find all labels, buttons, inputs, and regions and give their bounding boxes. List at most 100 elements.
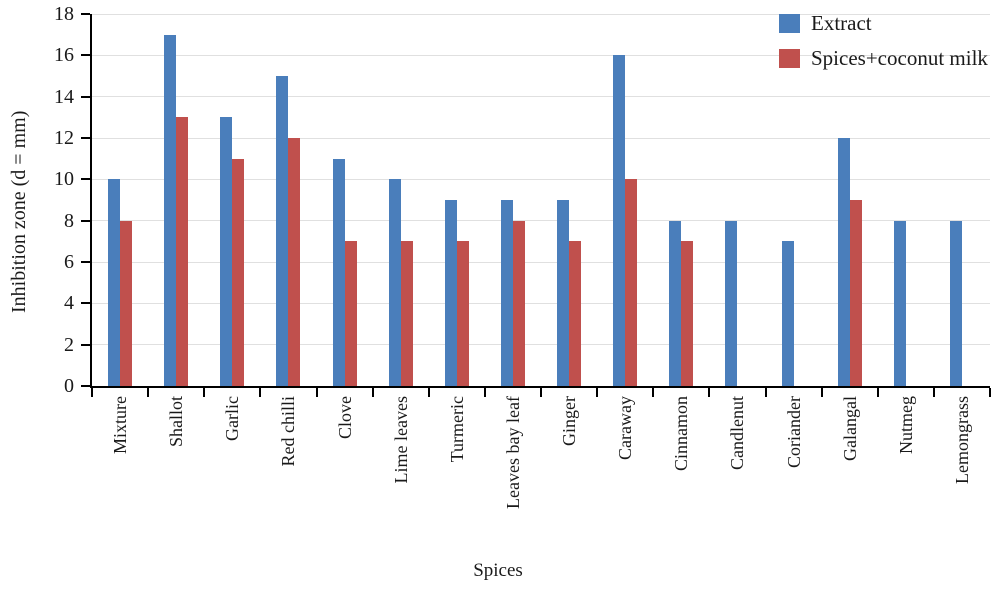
y-tick-14 bbox=[81, 95, 90, 98]
bar-coconut-cinnamon bbox=[681, 241, 694, 386]
bar-coconut-ginger bbox=[569, 241, 582, 386]
y-axis-title: Inhibition zone (d = mm) bbox=[8, 110, 30, 313]
bar-coconut-leaves-bay-leaf bbox=[512, 220, 525, 386]
bar-extract-turmeric bbox=[444, 200, 457, 386]
legend-item-coconut: Spices+coconut milk bbox=[779, 47, 988, 69]
category-label-cinnamon: Cinnamon bbox=[671, 396, 692, 471]
category-label-galangal: Galangal bbox=[839, 396, 860, 461]
bar-extract-nutmeg bbox=[893, 220, 906, 386]
bar-coconut-clove bbox=[344, 241, 357, 386]
y-tick-6 bbox=[81, 261, 90, 263]
y-tick-8 bbox=[81, 219, 90, 222]
y-tick-label-10: 10 bbox=[54, 168, 74, 191]
category-label-garlic: Garlic bbox=[222, 396, 243, 441]
bar-coconut-galangal bbox=[849, 200, 862, 386]
x-tick-0 bbox=[91, 388, 93, 397]
x-tick-7 bbox=[483, 388, 486, 397]
bar-coconut-lime-leaves bbox=[400, 241, 413, 386]
x-tick-11 bbox=[708, 388, 711, 397]
y-tick-label-8: 8 bbox=[64, 209, 74, 232]
bar-extract-caraway bbox=[613, 55, 626, 386]
category-label-turmeric: Turmeric bbox=[446, 396, 467, 463]
legend-swatch-extract bbox=[779, 13, 800, 33]
x-tick-5 bbox=[371, 388, 374, 397]
legend-swatch-coconut bbox=[779, 48, 800, 68]
y-tick-label-4: 4 bbox=[64, 292, 74, 315]
x-axis-title: Spices bbox=[473, 560, 523, 581]
category-label-ginger: Ginger bbox=[559, 396, 580, 446]
x-tick-4 bbox=[315, 388, 318, 397]
bar-extract-clove bbox=[332, 158, 345, 386]
y-tick-label-18: 18 bbox=[54, 3, 74, 25]
x-tick-6 bbox=[427, 388, 430, 397]
y-tick-16 bbox=[81, 54, 90, 57]
bar-extract-garlic bbox=[220, 117, 233, 386]
legend: Extract Spices+coconut milk bbox=[779, 12, 988, 82]
category-label-mixture: Mixture bbox=[110, 396, 131, 454]
gridline-18 bbox=[92, 13, 990, 15]
y-tick-label-0: 0 bbox=[64, 375, 74, 397]
gridline-4 bbox=[92, 302, 990, 304]
legend-label-coconut: Spices+coconut milk bbox=[811, 46, 988, 70]
bar-coconut-caraway bbox=[625, 179, 638, 386]
gridline-2 bbox=[92, 344, 990, 346]
category-label-caraway: Caraway bbox=[615, 396, 636, 460]
x-tick-14 bbox=[876, 388, 879, 397]
category-label-lemongrass: Lemongrass bbox=[951, 396, 972, 484]
x-tick-3 bbox=[259, 388, 262, 397]
y-tick-12 bbox=[81, 137, 90, 139]
x-tick-2 bbox=[203, 388, 206, 397]
gridline-10 bbox=[92, 178, 990, 180]
x-tick-9 bbox=[596, 388, 599, 397]
bar-coconut-red-chilli bbox=[288, 138, 301, 386]
category-label-clove: Clove bbox=[334, 396, 355, 439]
bar-coconut-mixture bbox=[120, 220, 133, 386]
gridline-12 bbox=[92, 137, 990, 139]
bar-extract-candlenut bbox=[725, 220, 738, 386]
category-label-coriander: Coriander bbox=[783, 396, 804, 468]
y-tick-label-12: 12 bbox=[54, 127, 74, 149]
bar-extract-shallot bbox=[164, 34, 177, 386]
bar-coconut-shallot bbox=[176, 117, 189, 386]
bar-extract-lime-leaves bbox=[388, 179, 401, 386]
x-tick-15 bbox=[932, 388, 935, 397]
category-label-nutmeg: Nutmeg bbox=[895, 396, 916, 454]
gridline-6 bbox=[92, 261, 990, 263]
bar-extract-red-chilli bbox=[276, 76, 289, 386]
x-tick-1 bbox=[147, 388, 150, 397]
x-tick-12 bbox=[764, 388, 767, 397]
y-tick-label-2: 2 bbox=[64, 333, 74, 356]
category-label-lime-leaves: Lime leaves bbox=[390, 396, 411, 484]
bar-coconut-turmeric bbox=[456, 241, 469, 386]
category-label-leaves-bay-leaf: Leaves bay leaf bbox=[502, 396, 523, 509]
gridline-8 bbox=[92, 220, 990, 222]
bar-extract-lemongrass bbox=[949, 220, 962, 386]
y-tick-10 bbox=[81, 178, 90, 181]
y-tick-label-14: 14 bbox=[54, 85, 74, 108]
y-tick-label-6: 6 bbox=[64, 251, 74, 273]
plot-area bbox=[90, 13, 990, 388]
category-label-shallot: Shallot bbox=[166, 396, 187, 448]
y-tick-18 bbox=[81, 13, 90, 15]
x-tick-13 bbox=[820, 388, 823, 397]
category-label-candlenut: Candlenut bbox=[727, 396, 748, 470]
legend-label-extract: Extract bbox=[811, 11, 872, 35]
gridline-14 bbox=[92, 96, 990, 98]
y-tick-2 bbox=[81, 343, 90, 346]
y-tick-0 bbox=[81, 385, 90, 387]
bar-extract-mixture bbox=[108, 179, 121, 386]
category-label-red-chilli: Red chilli bbox=[278, 396, 299, 467]
gridline-16 bbox=[92, 54, 990, 56]
legend-item-extract: Extract bbox=[779, 12, 988, 34]
bar-coconut-garlic bbox=[232, 158, 245, 386]
bar-extract-coriander bbox=[781, 241, 794, 386]
bar-extract-leaves-bay-leaf bbox=[500, 200, 513, 386]
x-tick-16 bbox=[989, 388, 991, 397]
x-tick-10 bbox=[652, 388, 655, 397]
y-tick-label-16: 16 bbox=[54, 44, 74, 67]
bar-extract-cinnamon bbox=[669, 220, 682, 386]
bar-extract-galangal bbox=[837, 138, 850, 386]
y-tick-4 bbox=[81, 302, 90, 305]
bar-extract-ginger bbox=[557, 200, 570, 386]
